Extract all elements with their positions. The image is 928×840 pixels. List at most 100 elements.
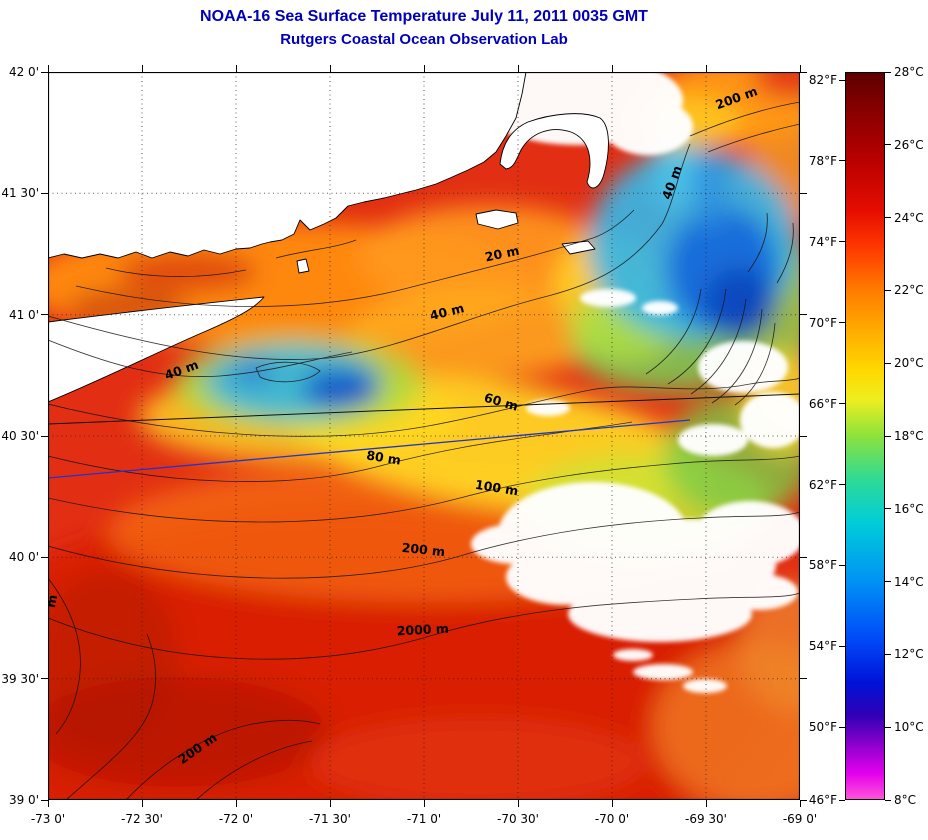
contour-shoal — [645, 288, 702, 375]
contour-coastal — [275, 239, 357, 259]
contour-slope — [125, 719, 321, 800]
sst-region — [303, 369, 379, 409]
contour-ring — [255, 361, 321, 383]
colorbar-f-label: 70°F — [808, 315, 837, 330]
lon-tick-mark — [47, 65, 49, 72]
lat-tick-label: 41 0' — [8, 307, 39, 322]
lon-tick-mark — [517, 800, 519, 807]
contour-slope — [195, 740, 313, 800]
land-cape-cod — [499, 113, 609, 189]
colorbar-f-label: 78°F — [808, 153, 837, 168]
cloud-patch — [580, 289, 636, 307]
cloud-patch — [568, 586, 752, 642]
cloud-patch — [471, 524, 561, 564]
lat-tick-mark — [41, 192, 48, 194]
cloud-patch — [570, 483, 622, 501]
cloud-patch — [678, 424, 748, 456]
lat-tick-label: 42 0' — [8, 65, 39, 79]
sst-region — [348, 289, 608, 379]
colorbar-f-tick — [839, 645, 845, 647]
colorbar-gradient — [846, 73, 884, 799]
colorbar-c-label: 12°C — [894, 647, 924, 662]
colorbar-f-label: 50°F — [808, 720, 837, 735]
contour-label: 200 m — [401, 540, 446, 559]
lon-tick-mark — [235, 65, 237, 72]
colorbar-f-tick — [839, 564, 845, 566]
contour-60m — [48, 377, 800, 437]
lat-tick-mark — [800, 71, 807, 73]
colorbar-c-tick — [885, 653, 891, 655]
land-long-island — [48, 296, 265, 403]
colorbar-c-tick — [885, 726, 891, 728]
colorbar-f-tick — [839, 799, 845, 801]
lon-tick-mark — [517, 65, 519, 72]
contour-slope — [65, 633, 157, 800]
contour-2000m — [48, 592, 800, 660]
cloud-patch — [506, 549, 626, 605]
lat-tick-mark — [41, 799, 48, 801]
cloud-patch — [683, 679, 727, 693]
cloud-patch — [613, 649, 653, 661]
lon-tick-mark — [235, 800, 237, 807]
lat-tick-mark — [41, 435, 48, 437]
lon-tick-mark — [141, 65, 143, 72]
lon-tick-mark — [329, 65, 331, 72]
lon-tick-mark — [423, 65, 425, 72]
cloud-patch — [698, 341, 788, 393]
colorbar-c-label: 18°C — [894, 429, 924, 443]
lon-tick-label: -73 0' — [30, 812, 66, 826]
sst-region — [48, 572, 178, 752]
colorbar-c-label: 8°C — [894, 793, 917, 807]
colorbar-f-tick — [839, 726, 845, 728]
sst-region — [704, 268, 776, 340]
colorbar-f-tick — [839, 79, 845, 81]
sst-region — [118, 252, 258, 292]
colorbar-f-label: 66°F — [808, 396, 837, 411]
contour-label: m — [48, 593, 60, 609]
colorbar-c-tick — [885, 71, 891, 73]
contour-shoal — [734, 322, 776, 406]
lon-tick-label: -69 0' — [782, 812, 818, 826]
lat-tick-label: 41 30' — [1, 186, 39, 201]
sst-region — [753, 72, 800, 99]
colorbar-f-label: 58°F — [808, 558, 837, 573]
colorbar-c-label: 22°C — [894, 283, 924, 298]
land-block-island — [296, 258, 310, 274]
lon-tick-mark — [141, 800, 143, 807]
lon-tick-label: -70 30' — [497, 812, 539, 826]
colorbar-c-tick — [885, 144, 891, 146]
lat-tick-label: 39 30' — [1, 671, 39, 686]
colorbar-c-tick — [885, 217, 891, 219]
map-border — [48, 72, 800, 800]
colorbar-f-tick — [839, 241, 845, 243]
contour-coastal — [105, 267, 247, 277]
lon-tick-mark — [423, 800, 425, 807]
lon-tick-label: -71 30' — [309, 812, 351, 826]
colorbar-c-label: 24°C — [894, 210, 924, 225]
colorbar-c-label: 26°C — [894, 137, 924, 152]
map-plot: 200 m 40 m 20 m 40 m 40 m 60 m 80 m 100 … — [48, 72, 800, 800]
colorbar-f-tick — [839, 403, 845, 405]
figure-subtitle: Rutgers Coastal Ocean Observation Lab — [280, 31, 568, 48]
lat-tick-mark — [41, 314, 48, 316]
contour-label: 20 m — [483, 243, 520, 265]
contour-shoal — [667, 288, 727, 385]
land-new-england-mainland — [48, 72, 527, 259]
cloud-patch — [740, 392, 800, 448]
bathymetry-contours — [48, 101, 800, 800]
land-marthas-vineyard — [475, 209, 519, 230]
colorbar-f-tick — [839, 160, 845, 162]
contour-label: 2000 m — [396, 621, 449, 639]
coastline-land — [48, 72, 609, 403]
colorbar-c-tick — [885, 799, 891, 801]
lon-tick-mark — [799, 800, 801, 807]
colorbar-f-label: 62°F — [808, 477, 837, 492]
lon-tick-mark — [705, 800, 707, 807]
transect-line-blue — [48, 419, 691, 479]
lon-tick-label: -72 0' — [218, 812, 254, 826]
lon-tick-mark — [611, 800, 613, 807]
lat-tick-mark — [800, 678, 807, 680]
lon-tick-label: -69 30' — [685, 812, 727, 826]
contour-shoal — [711, 308, 763, 404]
